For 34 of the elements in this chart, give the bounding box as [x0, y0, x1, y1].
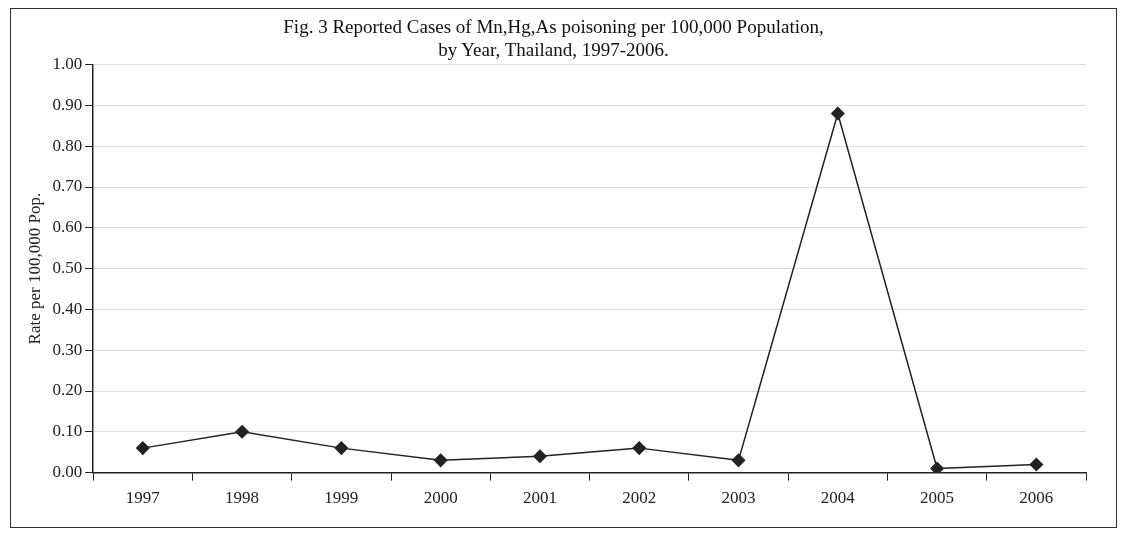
x-tick-label: 2002 [622, 488, 657, 508]
x-tick-label: 1998 [225, 488, 260, 508]
point [831, 106, 845, 121]
point [433, 453, 448, 468]
y-tick-label: 0.70 [52, 176, 83, 196]
x-tick-label: 1999 [324, 488, 359, 508]
x-tick-label: 2000 [423, 488, 458, 508]
point [632, 441, 646, 455]
y-tick-label: 0.40 [52, 298, 83, 318]
x-tick-label: 2003 [721, 488, 756, 508]
y-tick-label: 0.30 [52, 339, 83, 359]
y-tick-label: 1.00 [52, 54, 83, 74]
y-tick-label: 0.60 [52, 217, 83, 237]
y-tick-label: 0.00 [52, 462, 83, 482]
point [930, 461, 944, 473]
point [1029, 457, 1044, 472]
y-tick-label: 0.80 [52, 135, 83, 155]
point [235, 425, 249, 439]
point [334, 441, 349, 455]
x-tick-label: 2004 [820, 488, 856, 508]
x-tick-label: 2006 [1019, 488, 1054, 508]
y-tick-label: 0.50 [52, 258, 83, 278]
point [136, 441, 150, 455]
point [533, 449, 547, 464]
x-tick-label: 2005 [920, 488, 955, 508]
x-tick-label: 2001 [522, 488, 557, 508]
y-tick-label: 0.10 [52, 421, 83, 441]
x-tick-label: 1997 [125, 488, 161, 508]
y-axis-title: Rate per 100,000 Pop. [24, 192, 44, 345]
chart-subtitle: by Year, Thailand, 1997-2006. [438, 39, 669, 61]
point [731, 453, 746, 468]
y-tick-label: 0.20 [52, 380, 83, 400]
y-tick-label: 0.90 [52, 94, 83, 114]
chart-title: Fig. 3 Reported Cases of Mn,Hg,As poisoning per 100,000 Population, [283, 16, 824, 38]
